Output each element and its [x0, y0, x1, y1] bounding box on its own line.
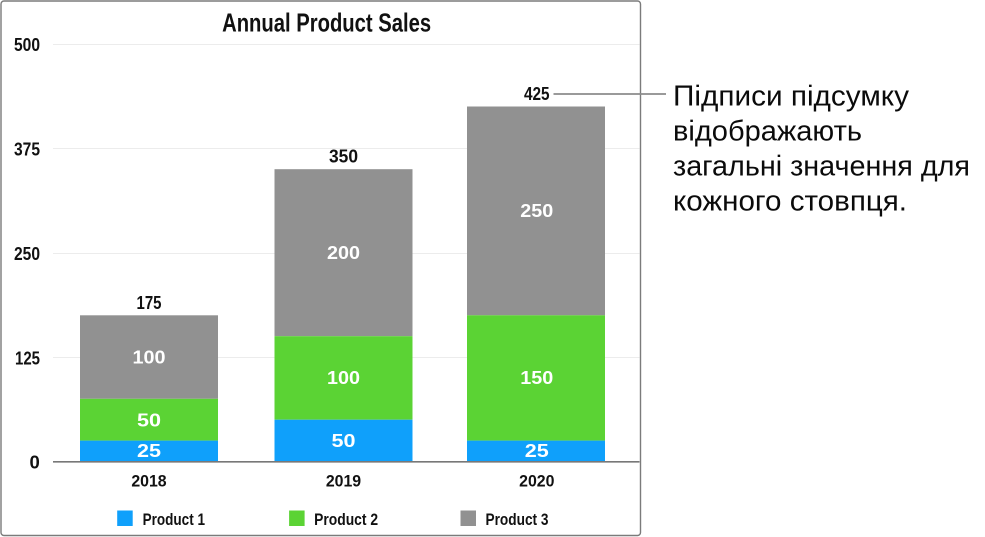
svg-text:2020: 2020 [519, 472, 554, 491]
svg-text:кожного стовпця.: кожного стовпця. [673, 185, 907, 217]
svg-text:250: 250 [520, 201, 553, 221]
svg-text:350: 350 [329, 147, 358, 167]
svg-text:175: 175 [137, 293, 162, 313]
svg-text:Product 3: Product 3 [486, 511, 549, 529]
svg-text:50: 50 [332, 431, 356, 451]
svg-text:25: 25 [525, 441, 549, 461]
svg-text:250: 250 [14, 243, 40, 264]
svg-text:2019: 2019 [326, 472, 361, 491]
svg-text:100: 100 [133, 348, 166, 368]
svg-text:100: 100 [327, 368, 360, 388]
svg-text:Product 1: Product 1 [143, 511, 205, 529]
svg-text:25: 25 [137, 441, 161, 461]
svg-text:125: 125 [15, 348, 40, 369]
svg-text:загальні значення для: загальні значення для [673, 151, 970, 183]
svg-text:200: 200 [327, 243, 360, 263]
svg-text:425: 425 [524, 84, 550, 104]
svg-text:Підписи підсумку: Підписи підсумку [673, 81, 910, 113]
svg-text:50: 50 [137, 410, 161, 430]
svg-text:500: 500 [14, 34, 40, 55]
svg-text:Annual Product Sales: Annual Product Sales [222, 8, 431, 38]
svg-text:Product 2: Product 2 [314, 511, 378, 529]
svg-text:2018: 2018 [131, 472, 166, 491]
svg-text:0: 0 [30, 452, 40, 473]
svg-text:150: 150 [520, 368, 553, 388]
svg-text:відображають: відображають [673, 116, 862, 148]
svg-text:375: 375 [14, 139, 40, 160]
